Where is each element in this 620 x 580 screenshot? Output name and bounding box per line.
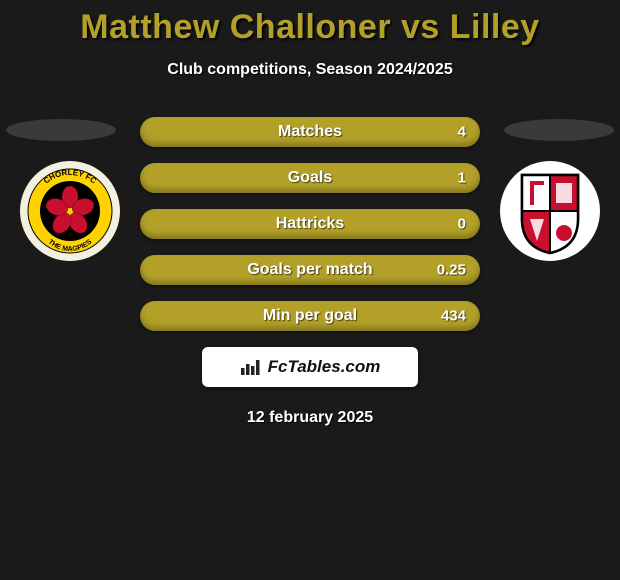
bar-goals-per-match: Goals per match 0.25 [140,255,480,285]
season-subtitle: Club competitions, Season 2024/2025 [0,61,620,79]
bar-value-hattricks: 0 [458,216,466,233]
page-title: Matthew Challoner vs Lilley [0,0,620,47]
bar-label-mpg: Min per goal [263,307,357,325]
bar-value-mpg: 434 [441,308,466,325]
bar-matches: Matches 4 [140,117,480,147]
source-logo: FcTables.com [202,347,418,387]
comparison-container: CHORLEY FC THE MAGPIES [0,117,620,427]
crest-right-svg [500,161,600,261]
bar-min-per-goal: Min per goal 434 [140,301,480,331]
footer-date: 12 february 2025 [0,409,620,427]
logo-text: FcTables.com [268,357,381,377]
crest-left: CHORLEY FC THE MAGPIES [20,161,120,261]
bar-value-matches: 4 [458,124,466,141]
bar-value-goals: 1 [458,170,466,187]
bar-goals: Goals 1 [140,163,480,193]
bar-label-gpm: Goals per match [247,261,372,279]
crest-right [500,161,600,261]
shadow-left [6,119,116,141]
bar-label-hattricks: Hattricks [276,215,344,233]
bar-label-matches: Matches [278,123,342,141]
stat-bars: Matches 4 Goals 1 Hattricks 0 Goals per … [140,117,480,331]
shadow-right [504,119,614,141]
bar-hattricks: Hattricks 0 [140,209,480,239]
bar-label-goals: Goals [288,169,332,187]
bar-value-gpm: 0.25 [437,262,466,279]
crest-left-svg: CHORLEY FC THE MAGPIES [20,161,120,261]
bars-icon [240,358,262,376]
